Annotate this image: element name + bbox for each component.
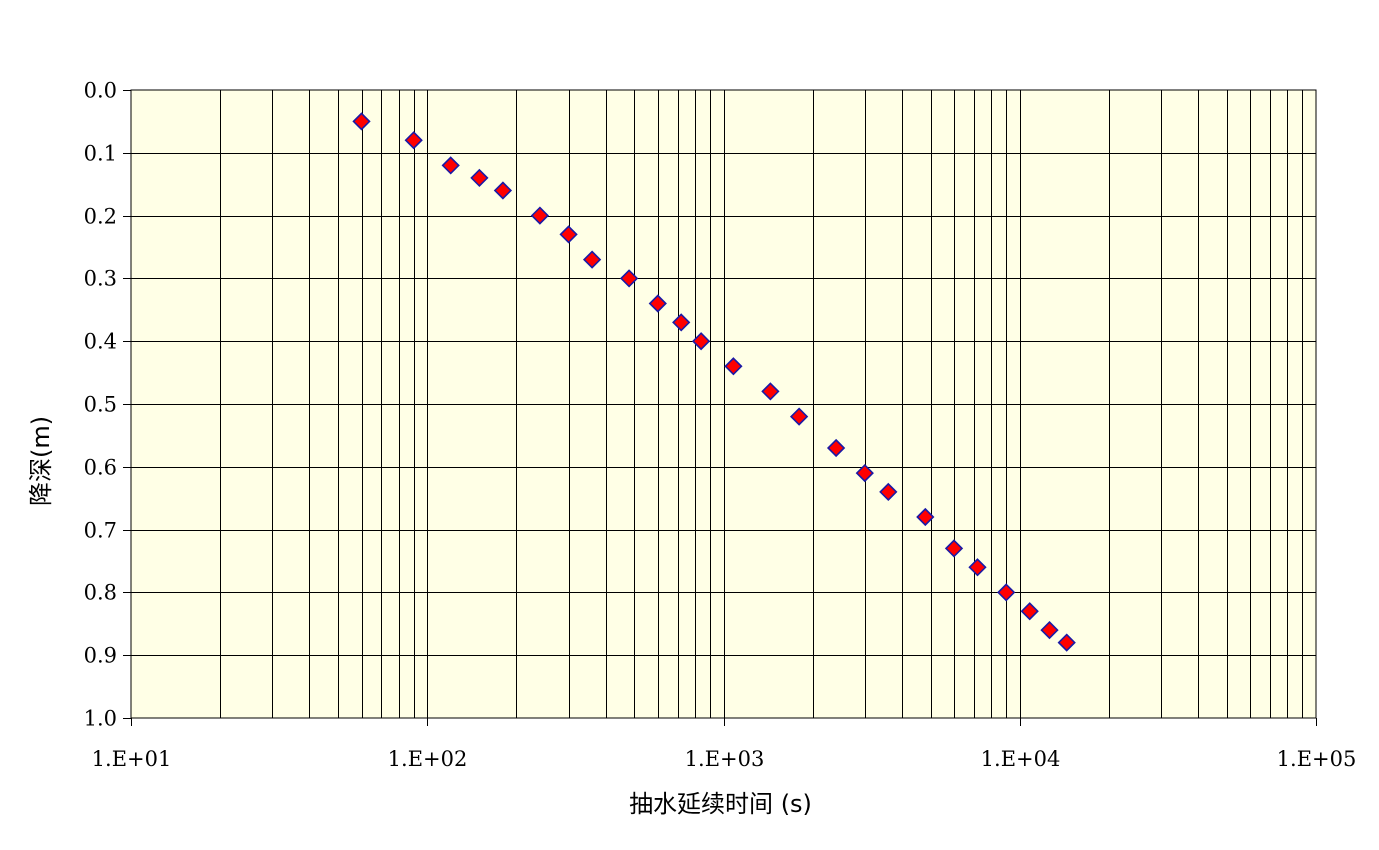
data-point: [441, 156, 460, 175]
data-point: [761, 382, 780, 401]
data-point: [648, 294, 667, 313]
y-tick-label: 0.2: [84, 205, 117, 229]
x-tick-label: 1.E+02: [388, 747, 468, 771]
data-point: [724, 357, 743, 376]
data-point: [1040, 620, 1059, 640]
y-tick-label: 0.0: [84, 79, 117, 103]
data-point: [916, 507, 935, 527]
x-axis-ticks: [131, 718, 1317, 726]
y-tick-label: 0.5: [84, 393, 117, 417]
data-point: [352, 112, 371, 131]
data-point: [530, 206, 550, 225]
data-point: [789, 407, 809, 426]
horizontal-gridlines: [131, 153, 1316, 656]
data-points: [352, 112, 1076, 652]
y-tick-label: 0.3: [84, 267, 117, 291]
data-point: [968, 558, 987, 577]
x-tick-label: 1.E+05: [1277, 747, 1357, 771]
y-axis-tick-labels: 0.0 0.1 0.2 0.3 0.4 0.5 0.6 0.7 0.8 0.9 1.0: [84, 79, 117, 731]
data-point: [879, 482, 898, 502]
y-tick-label: 0.4: [84, 330, 117, 354]
data-point: [691, 332, 711, 351]
data-point: [1020, 602, 1039, 621]
y-tick-label: 0.7: [84, 519, 117, 543]
x-tick-label: 1.E+04: [981, 747, 1061, 771]
y-axis-ticks: [123, 90, 131, 719]
data-point: [672, 313, 691, 332]
data-point: [404, 131, 423, 150]
x-axis-tick-labels: 1.E+01 1.E+02 1.E+03 1.E+04 1.E+05: [92, 747, 1357, 771]
data-point: [619, 269, 639, 288]
data-point: [997, 583, 1016, 602]
y-tick-label: 0.1: [84, 142, 117, 166]
y-tick-label: 0.8: [84, 581, 117, 605]
data-point: [944, 539, 964, 558]
x-axis-title: 抽水延续时间 (s): [629, 790, 812, 818]
y-tick-label: 0.9: [84, 644, 117, 668]
x-tick-label: 1.E+03: [685, 747, 765, 771]
data-point: [1057, 633, 1076, 652]
y-tick-label: 0.6: [84, 456, 117, 480]
data-point: [826, 438, 846, 458]
data-point: [559, 225, 578, 244]
x-tick-label: 1.E+01: [92, 747, 172, 771]
data-point: [855, 463, 874, 483]
data-point: [470, 168, 489, 188]
data-point: [493, 181, 513, 200]
y-tick-label: 1.0: [84, 707, 117, 731]
y-axis-title: 降深(m): [27, 416, 55, 506]
data-point: [582, 250, 602, 269]
